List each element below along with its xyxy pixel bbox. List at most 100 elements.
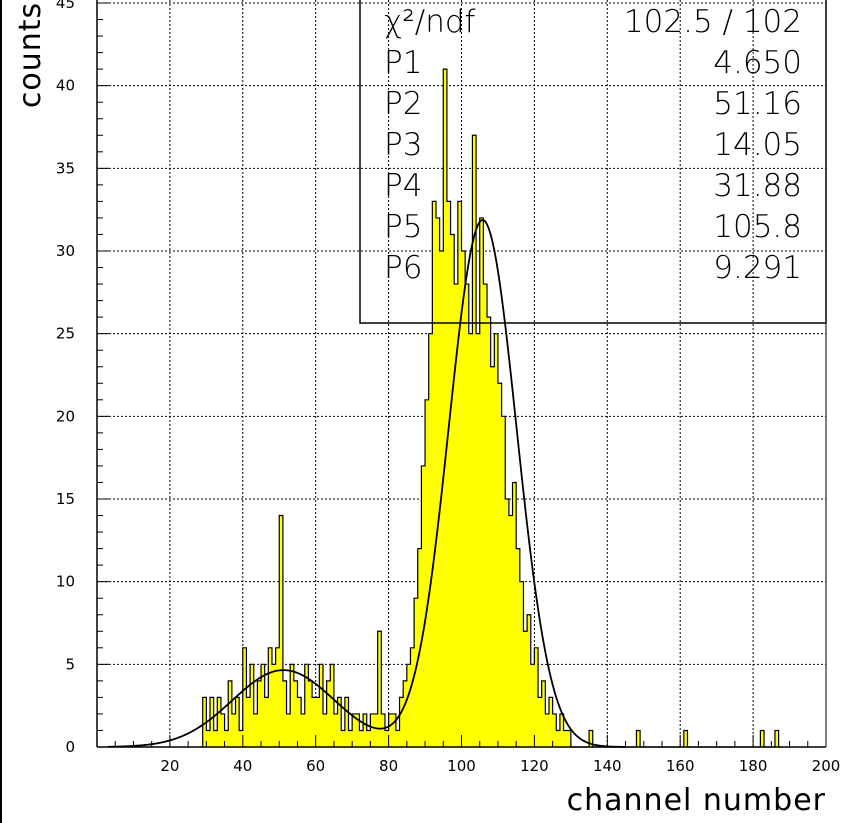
histogram-bar: [512, 482, 517, 747]
histogram-bar: [293, 680, 298, 747]
y-tick-label: 20: [56, 407, 75, 425]
histogram-bar: [476, 333, 481, 747]
histogram-bar: [516, 548, 521, 747]
histogram-bar: [308, 680, 313, 747]
stats-value: 31.88: [713, 168, 802, 204]
y-tick-label: 5: [65, 655, 75, 673]
histogram-bar: [497, 383, 502, 747]
histogram-bar: [363, 713, 368, 747]
histogram-bar: [403, 680, 408, 747]
x-tick-label: 160: [666, 757, 695, 775]
histogram-bar: [545, 713, 550, 747]
stats-value: 51.16: [713, 86, 802, 122]
histogram-bar: [421, 465, 426, 747]
histogram-bar: [253, 713, 258, 747]
histogram-bar: [425, 399, 430, 747]
histogram-bar: [508, 515, 513, 747]
histogram-bar: [366, 730, 371, 747]
histogram-bar: [315, 697, 320, 747]
histogram-bar: [264, 697, 269, 747]
histogram-bar: [527, 614, 532, 747]
histogram-bar: [242, 647, 247, 747]
histogram-bar: [552, 713, 557, 747]
histogram-bar: [443, 69, 448, 748]
histogram-bar: [257, 680, 262, 747]
histogram-bar: [399, 697, 404, 747]
histogram-bar: [501, 416, 506, 747]
axes: 20 40 60 80 100 120 140 160 180 200 0 5 10 15 20 25 30 35…: [56, 0, 840, 775]
histogram-bar: [563, 730, 568, 747]
histogram-bar: [494, 333, 499, 747]
stats-value: 102.5 / 102: [624, 4, 802, 40]
histogram-bar: [534, 647, 539, 747]
x-tick-label: 100: [447, 757, 476, 775]
stats-label: P3: [384, 127, 422, 163]
histogram-bar: [472, 135, 477, 747]
histogram-bar: [275, 647, 280, 747]
histogram-bar: [384, 730, 389, 747]
histogram-bar: [359, 730, 364, 747]
histogram-bar: [683, 730, 688, 747]
histogram-bar: [312, 697, 317, 747]
histogram-bar: [301, 713, 306, 747]
histogram-bar: [435, 217, 441, 747]
histogram-bar: [760, 730, 765, 747]
histogram-bar: [395, 730, 400, 747]
stats-value: 105.8: [713, 209, 802, 245]
histogram-bar: [428, 333, 433, 747]
histogram-bar: [487, 317, 492, 747]
histogram-bar: [589, 730, 594, 747]
histogram-bar: [454, 284, 459, 747]
stats-label: χ²/ndf: [384, 4, 476, 40]
histogram-bars: [202, 69, 780, 748]
frame-left-border: [0, 0, 2, 823]
histogram-bar: [344, 697, 349, 747]
histogram-bar: [446, 201, 451, 747]
histogram-bar: [410, 647, 415, 747]
histogram-bar: [519, 581, 524, 747]
histogram-bar: [483, 284, 488, 747]
histogram-bar: [235, 697, 240, 747]
histogram-bar: [381, 713, 386, 747]
histogram-bar: [414, 598, 419, 747]
histogram-bar: [556, 730, 561, 747]
histogram-bar: [559, 713, 564, 747]
histogram-bar: [406, 664, 411, 747]
histogram-bar: [774, 730, 780, 747]
histogram-bar: [505, 499, 510, 747]
y-tick-label: 35: [56, 159, 75, 177]
histogram-bar: [224, 730, 229, 747]
y-tick-label: 0: [65, 738, 75, 756]
x-tick-label: 200: [812, 757, 841, 775]
histogram-bar: [213, 730, 218, 747]
x-axis-title: channel number: [567, 783, 826, 818]
histogram-bar: [231, 713, 236, 747]
histogram-bar: [377, 631, 382, 747]
fit-curve-group: [107, 219, 626, 748]
stats-label: P2: [384, 86, 422, 122]
histogram-bar: [636, 730, 641, 747]
stats-value: 4.650: [713, 45, 802, 81]
y-tick-label: 15: [56, 490, 75, 508]
histogram-bar: [490, 366, 495, 747]
histogram-bar: [530, 664, 535, 747]
histogram-bar: [370, 713, 375, 747]
histogram-bar: [355, 713, 360, 747]
histogram-bar: [337, 697, 342, 747]
histogram-bar: [239, 730, 244, 747]
histogram-bar: [432, 201, 437, 747]
histogram-bar: [341, 730, 346, 747]
stats-box: χ²/ndf 102.5 / 102 P1 4.650 P2 51.16 P3 14.05 P4…: [359, 0, 827, 324]
stats-label: P6: [384, 250, 422, 286]
histogram-bar: [348, 730, 353, 747]
histogram-bar: [286, 713, 291, 747]
y-tick-label: 30: [56, 242, 75, 260]
histogram-bar: [217, 697, 222, 747]
stats-value: 9.291: [713, 250, 802, 286]
histogram-bar: [457, 201, 462, 747]
y-axis-title: counts: [13, 2, 48, 108]
histogram-bar: [297, 697, 302, 747]
y-tick-label: 10: [56, 573, 75, 591]
stats-value: 14.05: [713, 127, 802, 163]
